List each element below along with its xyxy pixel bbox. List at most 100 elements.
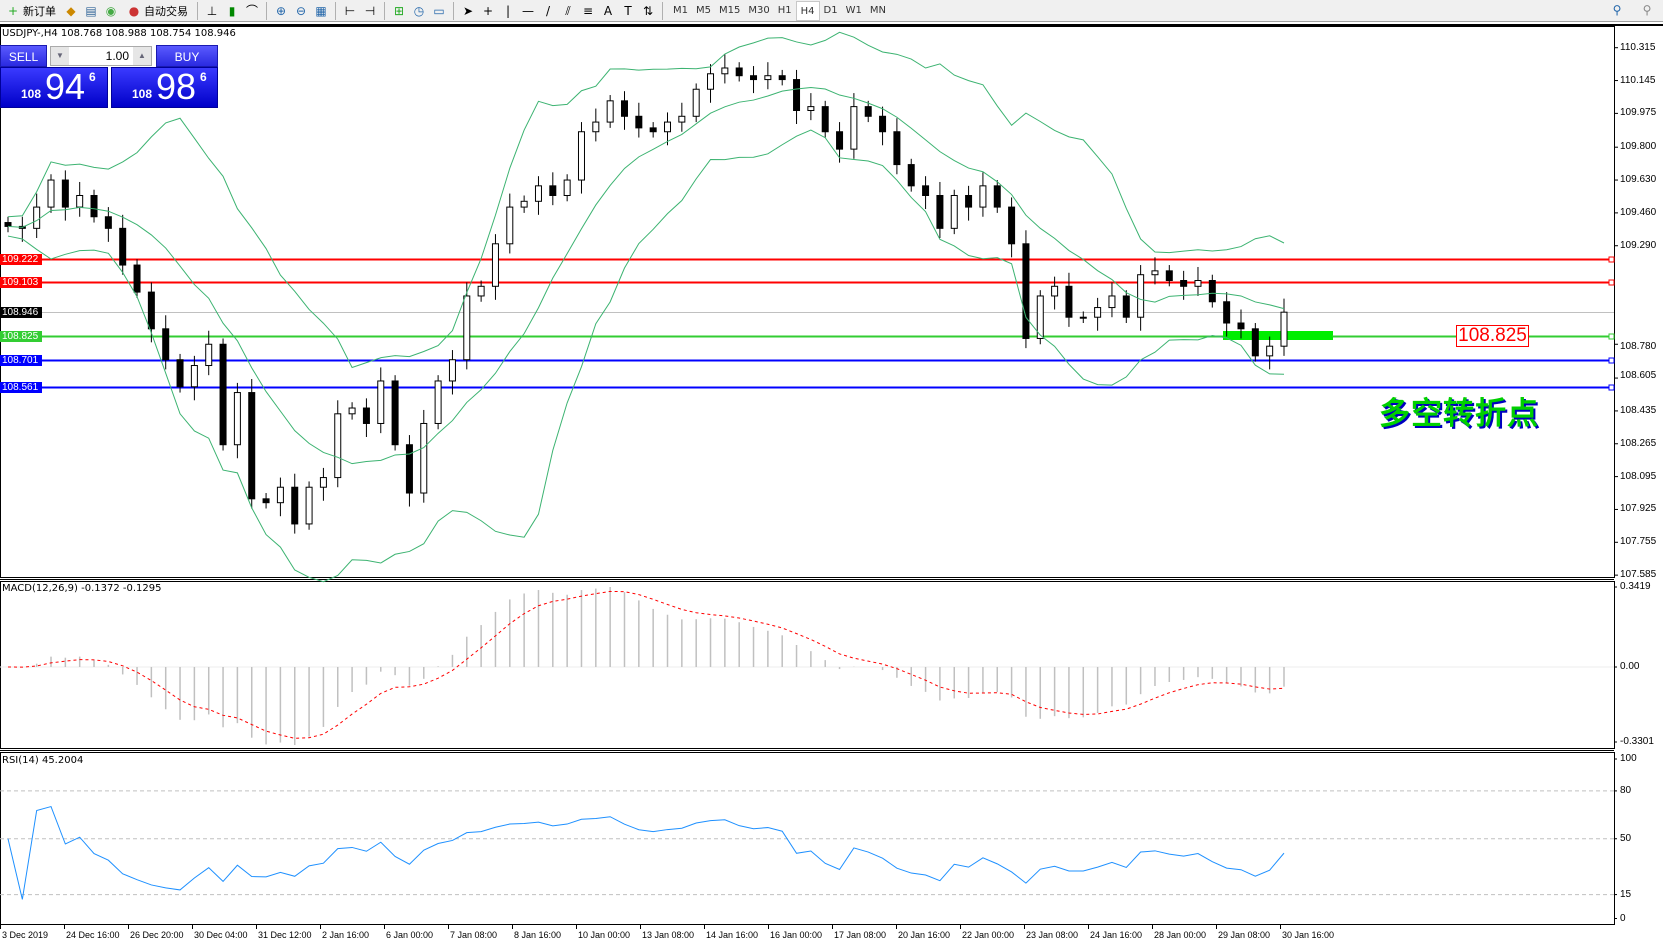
timeframe-h4[interactable]: H4 xyxy=(795,0,820,21)
price-tick-label: 108.095 xyxy=(1620,470,1657,482)
arrows-icon[interactable]: ⇅ xyxy=(642,3,654,18)
market-watch-icon[interactable]: ◆ xyxy=(66,3,76,18)
lot-decrease-button[interactable]: ▼ xyxy=(51,47,69,65)
tile-windows-icon[interactable]: ▦ xyxy=(315,3,327,18)
candlestick-icon[interactable]: ▮ xyxy=(228,3,236,18)
toolbar-separator xyxy=(335,1,336,20)
main-chart-border xyxy=(0,26,1615,578)
price-tick-label: 108.605 xyxy=(1620,370,1657,382)
timeframe-m5[interactable]: M5 xyxy=(696,4,711,16)
buy-price-prefix: 108 xyxy=(132,87,153,101)
fibonacci-icon[interactable]: ≡ xyxy=(582,3,594,18)
timeframe-d1[interactable]: D1 xyxy=(823,4,838,16)
auto-trading-button[interactable]: ● 自动交易 xyxy=(123,1,191,21)
candle-bullish xyxy=(276,486,284,504)
autoscroll-icon[interactable]: ⊣ xyxy=(364,3,376,18)
time-axis-label: 10 Jan 00:00 xyxy=(578,930,631,940)
zoom-out-icon[interactable]: ⊖ xyxy=(295,3,307,18)
rsi-tick-label: 0 xyxy=(1620,912,1626,924)
templates-icon[interactable]: ▭ xyxy=(433,3,445,18)
level-price-label: 108.701 xyxy=(0,355,42,366)
candle-bullish xyxy=(1137,274,1145,318)
candle-bearish xyxy=(750,75,758,81)
trendline-icon[interactable]: / xyxy=(545,3,551,18)
candle-bearish xyxy=(879,115,887,133)
time-axis-label: 16 Jan 00:00 xyxy=(770,930,823,940)
toolbar-separator xyxy=(662,1,663,20)
timeframe-m15[interactable]: M15 xyxy=(719,4,741,16)
candle-bullish xyxy=(463,295,471,361)
line-chart-icon[interactable]: ⌒ xyxy=(245,3,258,18)
price-tick-label: 110.145 xyxy=(1620,74,1656,86)
level-price-label: 108.825 xyxy=(0,331,42,342)
support-zone-marker xyxy=(1223,331,1333,340)
cursor-icon[interactable]: ➤ xyxy=(462,3,474,18)
candle-bearish xyxy=(147,291,155,330)
time-axis-label: 31 Dec 12:00 xyxy=(258,930,312,940)
level-price-label: 109.222 xyxy=(0,254,42,265)
sell-price-box[interactable]: 108 94 6 xyxy=(0,67,108,108)
time-axis-label: 26 Dec 20:00 xyxy=(130,930,184,940)
price-callout-label[interactable]: 108.825 xyxy=(1456,325,1529,347)
signals-icon[interactable]: ◉ xyxy=(105,3,117,18)
community-icon[interactable]: ⚲ xyxy=(1642,3,1652,17)
candle-bullish xyxy=(334,413,342,479)
search-icon[interactable]: ⚲ xyxy=(1612,3,1622,17)
turning-point-annotation[interactable]: 多空转折点 xyxy=(1379,396,1539,432)
timeframe-h1[interactable]: H1 xyxy=(777,4,792,16)
new-order-button[interactable]: + 新订单 xyxy=(2,1,59,21)
sell-button[interactable]: SELL xyxy=(0,45,47,67)
candle-bearish xyxy=(1180,280,1188,287)
buy-price-box[interactable]: 108 98 6 xyxy=(111,67,218,108)
bar-chart-icon[interactable]: ⊥ xyxy=(206,3,218,18)
price-tick-label: 109.975 xyxy=(1620,107,1657,119)
buy-price-sup: 6 xyxy=(200,70,207,84)
lot-increase-button[interactable]: ▲ xyxy=(133,47,151,65)
navigator-icon[interactable]: ▤ xyxy=(85,3,97,18)
candle-bearish xyxy=(907,164,915,187)
candle-bearish xyxy=(649,127,657,133)
candle-bullish xyxy=(678,115,686,123)
equidistant-channel-icon[interactable]: ⫽ xyxy=(565,3,571,18)
price-tick-label: 108.780 xyxy=(1620,341,1657,353)
chart-shift-icon[interactable]: ⊢ xyxy=(344,3,356,18)
toolbar: + 新订单 ◆ ▤ ◉ ● 自动交易 ⊥ ▮ ⌒ ⊕ ⊖ ▦ ⊢ ⊣ ⊞ ◷ ▭ ➤… xyxy=(0,0,1663,22)
timeframe-w1[interactable]: W1 xyxy=(845,4,862,16)
macd-signal-line xyxy=(7,590,1285,739)
timeframe-m1[interactable]: M1 xyxy=(673,4,688,16)
candle-bearish xyxy=(1223,301,1231,324)
candle-bearish xyxy=(1008,206,1016,245)
rsi-title: RSI(14) 45.2004 xyxy=(2,755,84,766)
candle-bullish xyxy=(1194,280,1202,287)
candle-bearish xyxy=(1122,295,1130,318)
candle-bearish xyxy=(778,75,786,81)
buy-button[interactable]: BUY xyxy=(156,45,218,67)
zoom-in-icon[interactable]: ⊕ xyxy=(275,3,287,18)
toolbar-separator xyxy=(266,1,267,20)
timeframe-m30[interactable]: M30 xyxy=(748,4,770,16)
text-icon[interactable]: A xyxy=(603,3,613,18)
candle-bullish xyxy=(707,73,715,90)
candle-bullish xyxy=(377,380,385,424)
horizontal-line-icon[interactable]: — xyxy=(522,3,534,18)
text-label-icon[interactable]: T xyxy=(624,3,632,18)
level-price-label: 108.946 xyxy=(0,307,42,318)
timeframe-mn[interactable]: MN xyxy=(869,4,886,16)
crosshair-icon[interactable]: + xyxy=(482,3,494,18)
candle-bearish xyxy=(1251,328,1259,357)
lot-size-stepper[interactable]: ▼ 1.00 ▲ xyxy=(50,46,152,66)
candle-bearish xyxy=(133,264,141,293)
macd-panel-border xyxy=(0,581,1615,749)
price-tick-label: 110.315 xyxy=(1620,41,1656,53)
price-tick-label: 109.630 xyxy=(1620,174,1657,186)
candle-bullish xyxy=(807,106,815,111)
lot-size-input[interactable]: 1.00 xyxy=(105,49,129,63)
candle-bearish xyxy=(836,131,844,150)
candle-bullish xyxy=(1108,295,1116,309)
time-axis-label: 8 Jan 16:00 xyxy=(514,930,562,940)
indicators-icon[interactable]: ⊞ xyxy=(393,3,405,18)
candle-bullish xyxy=(348,407,356,415)
vertical-line-icon[interactable]: | xyxy=(505,3,511,18)
periods-icon[interactable]: ◷ xyxy=(413,3,425,18)
